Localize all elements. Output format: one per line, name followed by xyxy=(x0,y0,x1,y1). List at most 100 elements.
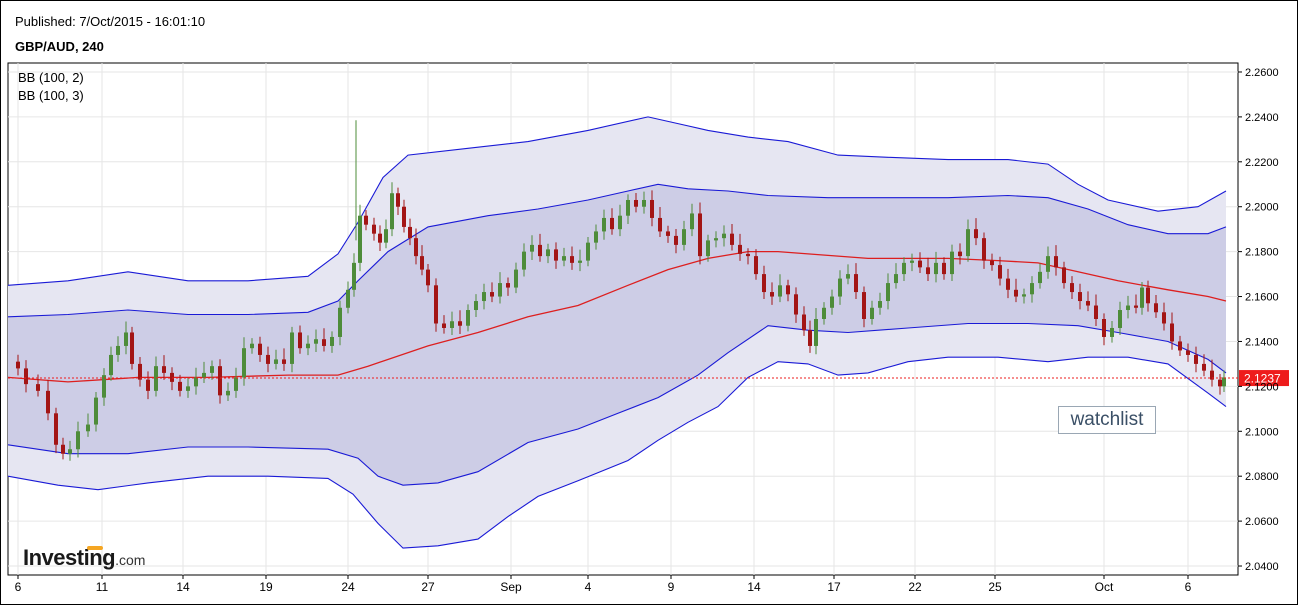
candle-body xyxy=(918,260,922,268)
candle xyxy=(314,329,318,353)
candle-body xyxy=(372,224,376,234)
candle xyxy=(482,283,486,310)
x-tick-label: 9 xyxy=(668,580,675,594)
candle-body xyxy=(61,444,65,454)
candle xyxy=(1210,359,1214,387)
y-tick-label: 2.0600 xyxy=(1245,516,1279,528)
candle-body xyxy=(102,375,106,398)
candle-body xyxy=(854,274,858,293)
candle xyxy=(578,249,582,272)
candle-body xyxy=(202,372,206,378)
candle-body xyxy=(870,307,874,319)
candle xyxy=(116,336,120,362)
candle-body xyxy=(474,301,478,311)
y-tick-label: 2.1200 xyxy=(1245,381,1279,393)
candle xyxy=(358,204,362,272)
candle xyxy=(1118,301,1122,335)
candle-body xyxy=(974,229,978,239)
candle-body xyxy=(682,229,686,245)
candle-body xyxy=(498,283,502,297)
candle-body xyxy=(258,343,262,355)
candle xyxy=(634,193,638,213)
candles xyxy=(16,120,1226,461)
x-tick-label: 4 xyxy=(585,580,592,594)
candle xyxy=(990,253,994,271)
candle-body xyxy=(814,319,818,346)
y-tick-label: 2.0800 xyxy=(1245,471,1279,483)
candle xyxy=(16,354,20,376)
candle-body xyxy=(420,256,424,270)
candle xyxy=(274,349,278,370)
candle xyxy=(1134,294,1138,314)
candle xyxy=(396,187,400,216)
candle-body xyxy=(490,292,494,297)
candle xyxy=(1146,280,1150,312)
candle xyxy=(682,220,686,251)
candle-body xyxy=(942,262,946,275)
candle xyxy=(109,346,113,381)
candle-body xyxy=(1222,377,1226,387)
bollinger-bands xyxy=(7,116,1227,549)
candle-body xyxy=(442,323,446,328)
candle-body xyxy=(314,339,318,344)
candle xyxy=(1178,335,1182,357)
candle xyxy=(854,263,858,300)
candle-body xyxy=(68,449,72,454)
investing-logo[interactable]: Investing.com xyxy=(23,545,145,571)
candle xyxy=(770,282,774,305)
candle-body xyxy=(530,244,534,252)
candle xyxy=(746,248,750,265)
x-tick-label: 6 xyxy=(1185,580,1192,594)
candle-body xyxy=(570,256,574,263)
symbol-title: GBP/AUD, 240 xyxy=(15,39,104,54)
candle xyxy=(1102,313,1106,346)
candle xyxy=(586,237,590,267)
candle xyxy=(68,440,72,461)
x-tick-label: 27 xyxy=(421,580,435,594)
x-tick-label: 6 xyxy=(15,580,22,594)
candle xyxy=(1054,245,1058,276)
candle-body xyxy=(714,238,718,241)
candle xyxy=(1086,291,1090,312)
candle-body xyxy=(698,213,702,257)
candle-body xyxy=(786,285,790,295)
candle xyxy=(146,371,150,400)
candle-body xyxy=(982,238,986,261)
y-tick-label: 2.1800 xyxy=(1245,247,1279,259)
last-price-line: 2.1237 xyxy=(8,370,1289,387)
candle-body xyxy=(338,307,342,337)
lower-band-2-line xyxy=(7,322,1227,486)
candle xyxy=(862,286,866,328)
candle-body xyxy=(1134,305,1138,308)
candle-body xyxy=(778,285,782,297)
candle-body xyxy=(1030,283,1034,295)
watchlist-button[interactable]: watchlist xyxy=(1058,406,1156,434)
candle-body xyxy=(124,332,128,346)
candle xyxy=(950,244,954,282)
candle xyxy=(1030,276,1034,303)
candle-body xyxy=(966,229,970,257)
candle xyxy=(546,243,550,264)
candle-body xyxy=(934,262,938,275)
candle xyxy=(886,273,890,310)
candle xyxy=(458,310,462,335)
candle-body xyxy=(1162,312,1166,324)
candle xyxy=(846,264,850,285)
candle-body xyxy=(886,283,890,302)
candle xyxy=(902,257,906,282)
candle xyxy=(426,263,430,293)
candle-body xyxy=(1170,323,1174,342)
candle xyxy=(378,225,382,251)
candle-body xyxy=(1178,341,1182,351)
candle xyxy=(1006,268,1010,299)
candle-body xyxy=(378,233,382,243)
candle xyxy=(674,228,678,254)
candle xyxy=(658,206,662,238)
candle-body xyxy=(46,390,50,414)
candle xyxy=(690,203,694,237)
candle-body xyxy=(1014,289,1018,297)
candle xyxy=(966,219,970,262)
last-price-label: 2.1237 xyxy=(1244,372,1281,386)
candle xyxy=(61,437,65,460)
